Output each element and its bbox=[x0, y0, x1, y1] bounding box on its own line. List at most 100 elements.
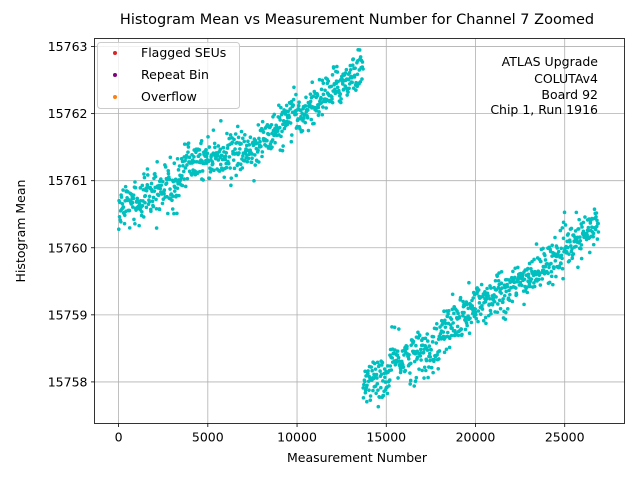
data-point bbox=[484, 297, 489, 301]
data-point bbox=[547, 280, 552, 285]
data-point bbox=[594, 215, 598, 219]
data-point bbox=[216, 158, 221, 162]
data-point bbox=[324, 106, 328, 110]
data-point bbox=[182, 177, 186, 181]
data-point bbox=[465, 323, 469, 328]
data-point bbox=[232, 137, 236, 142]
data-point bbox=[422, 365, 427, 370]
data-point bbox=[149, 209, 153, 214]
data-point bbox=[351, 57, 356, 61]
data-point bbox=[461, 299, 465, 304]
data-point bbox=[424, 368, 428, 373]
data-point bbox=[310, 80, 315, 85]
data-point bbox=[402, 353, 406, 357]
data-point bbox=[449, 317, 454, 321]
data-point bbox=[260, 119, 265, 124]
data-point bbox=[330, 100, 335, 105]
data-point bbox=[504, 289, 509, 294]
data-point bbox=[222, 175, 227, 180]
data-point bbox=[460, 332, 464, 337]
data-point bbox=[227, 155, 232, 159]
data-point bbox=[339, 97, 343, 101]
x-tick-label: 25000 bbox=[545, 430, 585, 445]
data-point bbox=[172, 211, 176, 216]
data-point bbox=[519, 283, 524, 288]
data-point bbox=[264, 144, 268, 148]
data-point bbox=[387, 384, 391, 388]
data-point bbox=[553, 235, 557, 240]
data-point bbox=[541, 268, 546, 273]
data-point bbox=[142, 172, 146, 176]
data-point bbox=[444, 347, 449, 352]
data-point bbox=[481, 318, 486, 323]
data-point bbox=[429, 365, 434, 370]
data-point bbox=[442, 309, 446, 314]
data-point bbox=[587, 250, 592, 255]
data-point bbox=[306, 128, 311, 133]
data-point bbox=[399, 368, 403, 373]
data-point bbox=[261, 130, 266, 134]
x-tick-label: 15000 bbox=[366, 430, 406, 445]
data-point bbox=[420, 368, 424, 373]
data-point bbox=[363, 379, 367, 384]
data-point bbox=[498, 306, 503, 311]
annotation-line-1: ATLAS Upgrade bbox=[502, 54, 599, 69]
data-point bbox=[512, 275, 517, 280]
data-point bbox=[366, 379, 371, 384]
data-point bbox=[166, 171, 171, 176]
data-point bbox=[362, 382, 366, 387]
data-point bbox=[340, 82, 345, 86]
data-point bbox=[284, 103, 289, 108]
annotation-block: ATLAS Upgrade COLUTAv4 Board 92 Chip 1, … bbox=[490, 54, 598, 117]
data-point bbox=[539, 259, 543, 264]
data-point bbox=[372, 372, 376, 377]
data-point bbox=[365, 383, 369, 388]
data-point bbox=[383, 375, 387, 380]
data-point bbox=[176, 168, 181, 172]
data-point bbox=[154, 197, 158, 202]
data-point bbox=[414, 375, 419, 380]
data-point bbox=[119, 195, 124, 199]
data-point bbox=[149, 181, 154, 186]
data-point bbox=[511, 269, 515, 274]
data-point bbox=[269, 122, 274, 127]
data-point bbox=[449, 333, 454, 338]
data-point bbox=[253, 163, 258, 167]
legend-box bbox=[97, 42, 240, 109]
data-point bbox=[483, 290, 487, 294]
data-point bbox=[182, 142, 187, 146]
data-point bbox=[412, 384, 417, 388]
data-point bbox=[329, 84, 334, 89]
data-point bbox=[333, 89, 338, 94]
data-point bbox=[272, 112, 277, 117]
data-point bbox=[230, 140, 235, 145]
data-points bbox=[116, 47, 601, 409]
data-point bbox=[507, 288, 511, 293]
data-point bbox=[495, 302, 500, 306]
data-point bbox=[499, 281, 504, 286]
data-point bbox=[277, 103, 281, 108]
y-tick-label: 15758 bbox=[48, 374, 88, 389]
data-point bbox=[378, 369, 382, 373]
data-point bbox=[144, 188, 149, 193]
data-point bbox=[286, 109, 290, 114]
data-point bbox=[512, 280, 517, 285]
data-point bbox=[417, 333, 422, 338]
data-point bbox=[395, 349, 400, 353]
data-point bbox=[428, 355, 433, 359]
data-point bbox=[477, 301, 482, 305]
data-point bbox=[592, 207, 597, 212]
annotation-line-3: Board 92 bbox=[541, 87, 598, 102]
data-point bbox=[241, 154, 245, 158]
data-point bbox=[240, 136, 245, 141]
data-point bbox=[434, 321, 439, 326]
data-point bbox=[245, 159, 250, 164]
data-point bbox=[121, 188, 125, 192]
data-point bbox=[495, 274, 500, 278]
data-point bbox=[487, 296, 492, 301]
data-point bbox=[155, 160, 159, 164]
data-point bbox=[370, 368, 374, 373]
data-point bbox=[137, 223, 141, 228]
data-point bbox=[501, 300, 505, 304]
